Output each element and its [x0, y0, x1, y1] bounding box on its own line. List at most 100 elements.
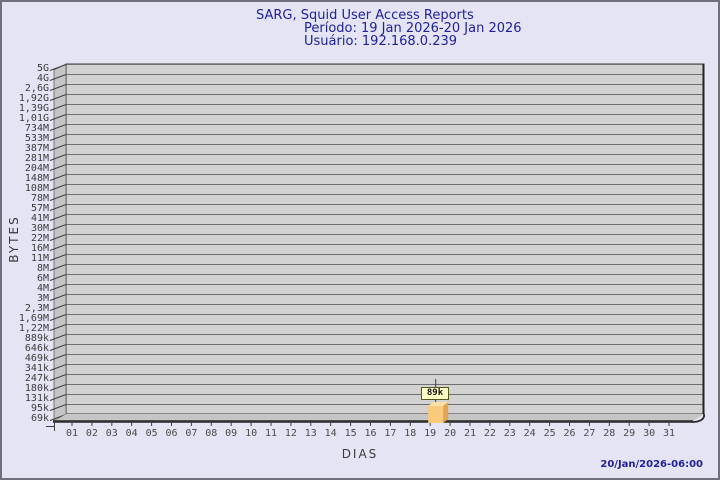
x-tick-label: 12 — [284, 428, 297, 439]
y-tick-label: 1,39G — [18, 103, 49, 114]
y-tick-mark — [49, 84, 67, 91]
y-tick-label: 4M — [36, 283, 49, 294]
y-tick-mark — [49, 144, 67, 151]
y-tick-label: 533M — [24, 133, 49, 144]
y-tick-label: 95k — [30, 403, 49, 414]
y-tick-mark — [49, 194, 67, 201]
x-tick-label: 17 — [384, 428, 397, 439]
x-tick-label: 31 — [662, 428, 676, 439]
x-tick-label: 06 — [165, 428, 178, 439]
y-tick-label: 734M — [24, 123, 49, 134]
bar-side-face — [443, 402, 449, 423]
y-tick-mark — [49, 154, 67, 161]
y-tick-label: 41M — [30, 213, 49, 224]
y-tick-mark — [49, 334, 67, 341]
y-tick-label: 1,22M — [18, 323, 49, 334]
y-tick-label: 646k — [24, 343, 49, 354]
y-tick-label: 180k — [24, 383, 49, 394]
x-tick-label: 14 — [324, 428, 337, 439]
x-tick-label: 27 — [583, 428, 596, 439]
x-tick-label: 16 — [364, 428, 377, 439]
y-tick-mark — [49, 104, 67, 111]
y-tick-label: 78M — [30, 193, 49, 204]
y-tick-label: 281M — [24, 153, 49, 164]
y-tick-mark — [49, 114, 67, 121]
y-tick-label: 8M — [36, 263, 49, 274]
y-tick-mark — [49, 134, 67, 141]
y-tick-mark — [49, 374, 67, 381]
x-tick-label: 18 — [404, 428, 417, 439]
x-tick-label: 08 — [205, 428, 218, 439]
y-tick-mark — [49, 244, 67, 251]
y-tick-label: 148M — [24, 173, 49, 184]
y-tick-label: 11M — [30, 253, 49, 264]
y-tick-label: 2,3M — [24, 303, 49, 314]
chart-title: SARG, Squid User Access Reports — [256, 8, 474, 23]
y-tick-mark — [49, 254, 67, 261]
y-tick-mark — [49, 414, 67, 421]
y-tick-mark — [49, 384, 67, 391]
x-tick-label: 04 — [125, 428, 138, 439]
y-tick-mark — [49, 324, 67, 331]
y-tick-mark — [49, 214, 67, 221]
x-tick-label: 11 — [264, 428, 278, 439]
y-tick-label: 247k — [24, 373, 49, 384]
y-tick-mark — [49, 364, 67, 371]
y-tick-mark — [49, 234, 67, 241]
y-tick-label: 108M — [24, 183, 49, 194]
y-tick-mark — [49, 344, 67, 351]
y-tick-mark — [49, 354, 67, 361]
x-axis-title: DIAS — [341, 447, 379, 461]
chart-period-subtitle: Período: 19 Jan 2026-20 Jan 2026 — [304, 21, 522, 36]
y-tick-label: 131k — [24, 393, 49, 404]
y-tick-mark — [49, 404, 67, 411]
y-tick-label: 1,01G — [18, 113, 49, 124]
y-tick-label: 16M — [30, 243, 49, 254]
y-tick-label: 57M — [30, 203, 49, 214]
y-tick-mark — [49, 284, 67, 291]
y-tick-label: 30M — [30, 223, 49, 234]
y-tick-label: 6M — [36, 273, 49, 284]
y-tick-label: 3M — [36, 293, 49, 304]
x-tick-label: 01 — [65, 428, 79, 439]
plot-side-wall — [53, 63, 67, 422]
x-tick-label: 30 — [643, 428, 656, 439]
y-tick-label: 22M — [30, 233, 49, 244]
y-tick-label: 1,92G — [18, 93, 49, 104]
x-tick-label: 22 — [483, 428, 496, 439]
x-tick-label: 13 — [304, 428, 317, 439]
x-tick-label: 15 — [344, 428, 357, 439]
x-tick-label: 02 — [85, 428, 98, 439]
y-tick-mark — [49, 224, 67, 231]
y-tick-mark — [49, 264, 67, 271]
y-tick-mark — [49, 294, 67, 301]
y-tick-label: 469k — [24, 353, 49, 364]
y-tick-mark — [49, 394, 67, 401]
y-tick-mark — [49, 94, 67, 101]
x-tick-label: 26 — [563, 428, 576, 439]
x-tick-label: 19 — [424, 428, 437, 439]
y-tick-mark — [49, 64, 67, 71]
y-tick-label: 69k — [30, 413, 49, 424]
y-tick-label: 5G — [36, 63, 49, 74]
y-tick-mark — [49, 314, 67, 321]
report-timestamp: 20/Jan/2026-06:00 — [600, 459, 703, 470]
data-bar — [428, 406, 444, 423]
y-tick-mark — [49, 74, 67, 81]
plot-back-wall — [65, 63, 705, 415]
x-tick-label: 28 — [603, 428, 616, 439]
x-tick-label: 10 — [245, 428, 258, 439]
y-tick-label: 387M — [24, 143, 49, 154]
floor-right-curve — [691, 413, 705, 423]
y-axis-title: BYTES — [7, 215, 21, 263]
x-tick-label: 21 — [463, 428, 477, 439]
y-tick-mark — [49, 124, 67, 131]
y-tick-mark — [49, 304, 67, 311]
y-tick-mark — [49, 164, 67, 171]
y-tick-mark — [49, 174, 67, 181]
plot-floor — [54, 414, 704, 421]
y-tick-label: 341k — [24, 363, 49, 374]
x-tick-label: 03 — [105, 428, 118, 439]
